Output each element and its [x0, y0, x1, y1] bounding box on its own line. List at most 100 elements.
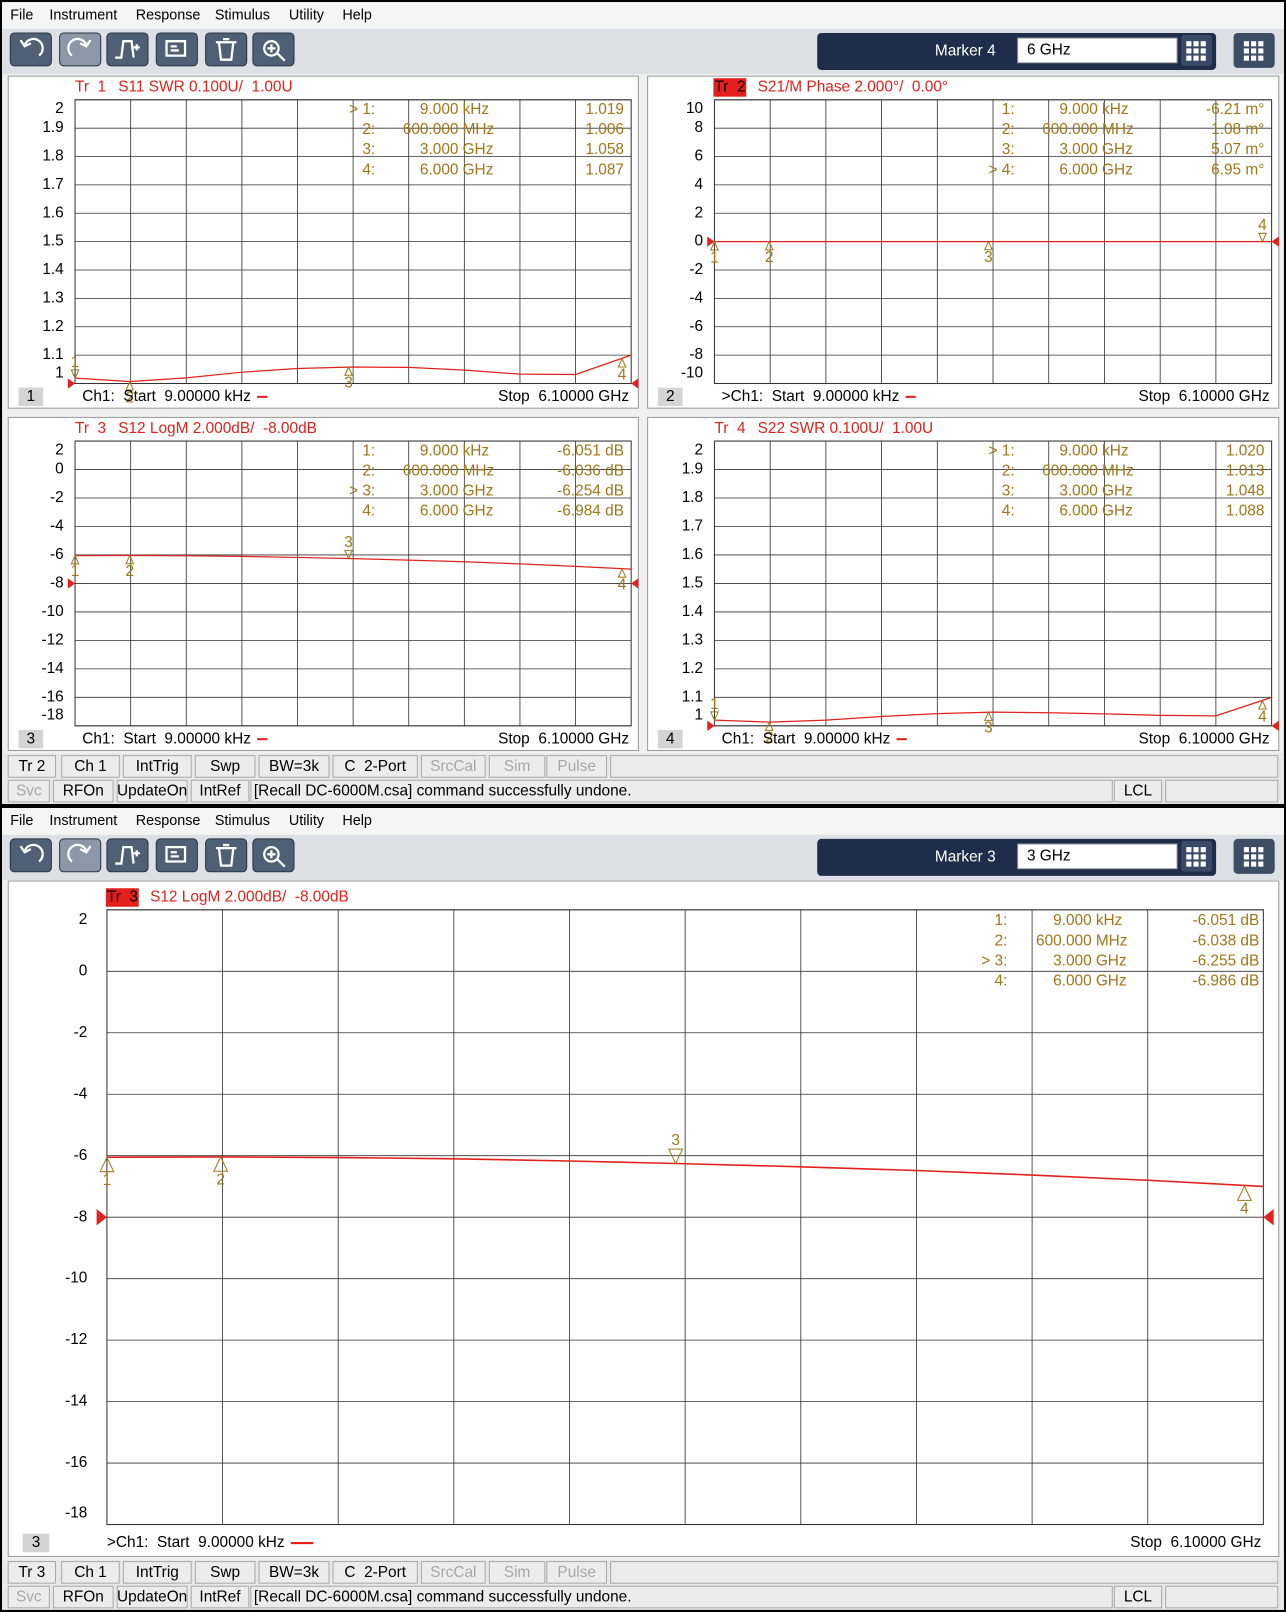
marker: [70, 554, 80, 565]
toolbar-button[interactable]: [9, 32, 52, 67]
marker-table-freq: 9.000: [420, 442, 459, 459]
menu-item[interactable]: Instrument: [49, 7, 117, 23]
marker-table-readout: -6.038 dB: [1192, 932, 1259, 949]
y-tick-label: -6: [689, 318, 703, 335]
marker-number: 1: [103, 1172, 112, 1189]
menu-icon: [1251, 41, 1257, 47]
marker-input[interactable]: [1017, 37, 1178, 64]
status-button[interactable]: [258, 1561, 330, 1584]
marker: [1257, 699, 1267, 710]
status-button[interactable]: [122, 1561, 192, 1584]
marker-input[interactable]: [1017, 843, 1178, 870]
status-button[interactable]: [488, 755, 546, 778]
menu-item[interactable]: Instrument: [49, 813, 117, 829]
menu-item[interactable]: File: [10, 813, 33, 829]
y-tick-label: 2: [55, 441, 64, 458]
status-button[interactable]: [332, 755, 418, 778]
y-tick-label: 1.5: [682, 575, 703, 592]
toolbar-icon: [215, 843, 237, 867]
y-tick-label: 4: [695, 176, 704, 193]
status-text: SrcCal: [430, 758, 476, 775]
status-button[interactable]: [546, 755, 608, 778]
menu-icon: [1243, 48, 1249, 54]
menu-item[interactable]: Stimulus: [215, 7, 270, 23]
panel-number-box: [657, 387, 683, 407]
status-text: RFOn: [63, 1589, 104, 1606]
sweep-stop: Stop 6.10000 GHz: [1130, 1534, 1261, 1551]
status-button[interactable]: [190, 1585, 250, 1609]
menu-item[interactable]: Utility: [289, 7, 325, 23]
status-button[interactable]: [7, 1585, 50, 1609]
marker-table-label: 3:: [1002, 483, 1015, 500]
trace-highlight: [105, 888, 139, 907]
trace-title: S12 LogM 2.000dB/ -8.00dB: [118, 420, 317, 437]
toolbar-icon: [263, 40, 286, 62]
status-button[interactable]: [1113, 779, 1163, 803]
status-button[interactable]: [52, 1585, 114, 1609]
toolbar-button[interactable]: [9, 838, 52, 873]
y-tick-label: -10: [681, 364, 703, 381]
marker-table-readout: -6.984 dB: [557, 503, 624, 520]
status-empty: [610, 755, 1279, 778]
menu-item[interactable]: Help: [342, 7, 372, 23]
status-button[interactable]: [52, 779, 114, 803]
status-button[interactable]: [250, 1585, 1113, 1609]
menu-item[interactable]: Response: [136, 7, 201, 23]
marker-table-readout: 1.088: [1226, 503, 1265, 520]
marker-number: 4: [1258, 217, 1267, 234]
toolbar-button[interactable]: [59, 32, 102, 67]
y-tick-label: 8: [695, 119, 704, 136]
status-button[interactable]: [116, 779, 188, 803]
toolbar-button[interactable]: [59, 838, 102, 873]
marker-table-readout: -6.21 m°: [1206, 101, 1264, 118]
status-button[interactable]: [122, 755, 192, 778]
menu-item[interactable]: Response: [136, 813, 201, 829]
status-empty: [1165, 779, 1279, 803]
toolbar-button[interactable]: [106, 838, 149, 873]
status-button[interactable]: [61, 1561, 120, 1584]
status-button[interactable]: [7, 779, 50, 803]
menu-item[interactable]: Stimulus: [215, 813, 270, 829]
toolbar-button[interactable]: [205, 32, 248, 67]
reference-arrow: [1271, 720, 1279, 731]
marker-number: 3: [671, 1132, 680, 1149]
status-button[interactable]: [194, 1561, 256, 1584]
y-tick-label: -14: [65, 1393, 88, 1410]
status-button[interactable]: [258, 755, 330, 778]
marker-number: 1: [71, 354, 80, 371]
status-button[interactable]: [420, 755, 486, 778]
marker-table-readout: -6.051 dB: [557, 442, 624, 459]
y-tick-label: -10: [65, 1270, 87, 1287]
status-button[interactable]: [7, 755, 57, 778]
reference-arrow: [631, 378, 639, 389]
status-button[interactable]: [190, 779, 250, 803]
status-text: BW=3k: [269, 758, 319, 775]
y-tick-label: -2: [50, 489, 64, 506]
y-tick-label: 1: [695, 707, 704, 724]
menu-item[interactable]: Help: [342, 813, 372, 829]
marker-table-freq: 6.000: [420, 161, 459, 178]
status-button[interactable]: [420, 1561, 486, 1584]
marker: [764, 240, 774, 251]
status-button[interactable]: [194, 755, 256, 778]
toolbar-button[interactable]: [106, 32, 149, 67]
y-tick-label: 1.3: [42, 289, 63, 306]
menu-item[interactable]: File: [10, 7, 33, 23]
marker-table-freq: 600.000: [1036, 932, 1092, 949]
status-button[interactable]: [546, 1561, 608, 1584]
marker-number: 4: [618, 577, 627, 594]
status-text: Swp: [210, 758, 240, 775]
keypad-icon: [1186, 48, 1192, 54]
status-button[interactable]: [7, 1561, 57, 1584]
status-button[interactable]: [116, 1585, 188, 1609]
panel-number: 1: [27, 388, 36, 405]
status-button[interactable]: [488, 1561, 546, 1584]
status-button[interactable]: [61, 755, 120, 778]
menu-item[interactable]: Utility: [289, 813, 325, 829]
marker: [1236, 1184, 1253, 1201]
status-button[interactable]: [1113, 1585, 1163, 1609]
panel-number: 4: [666, 730, 675, 747]
status-button[interactable]: [332, 1561, 418, 1584]
status-button[interactable]: [250, 779, 1113, 803]
toolbar-button[interactable]: [205, 838, 248, 873]
